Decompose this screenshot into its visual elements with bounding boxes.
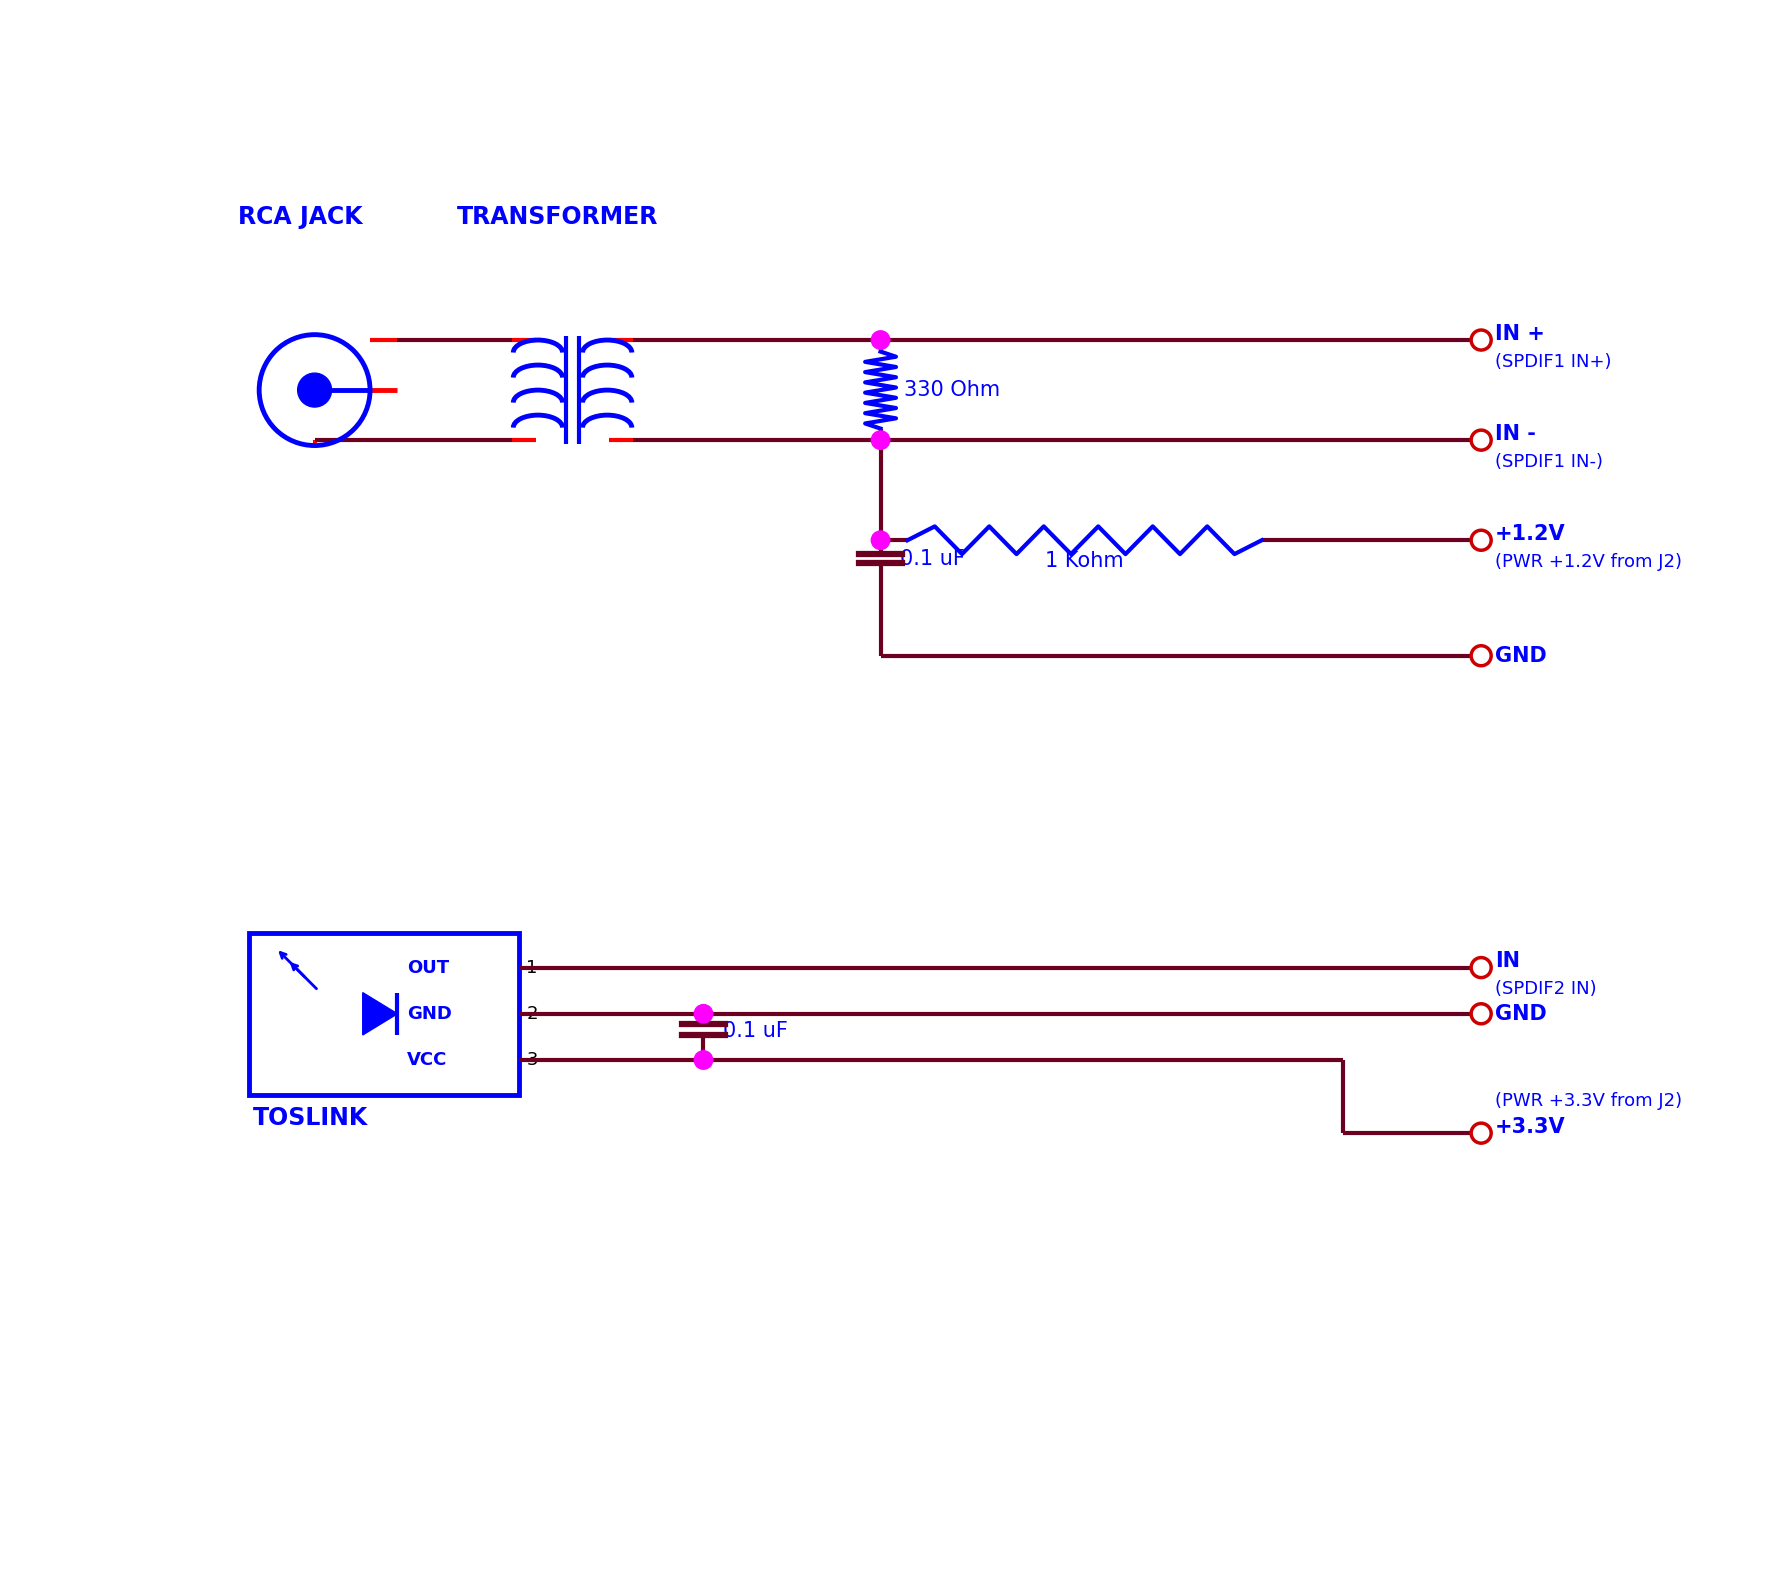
Circle shape — [871, 531, 890, 550]
Text: +3.3V: +3.3V — [1495, 1117, 1566, 1136]
Text: GND: GND — [408, 1005, 452, 1023]
Text: OUT: OUT — [408, 958, 449, 977]
Circle shape — [1472, 530, 1491, 550]
Polygon shape — [363, 993, 397, 1035]
Circle shape — [1472, 1124, 1491, 1143]
Circle shape — [695, 1004, 713, 1023]
Text: (SPDIF2 IN): (SPDIF2 IN) — [1495, 980, 1597, 998]
Text: (SPDIF1 IN-): (SPDIF1 IN-) — [1495, 452, 1603, 471]
Text: (PWR +1.2V from J2): (PWR +1.2V from J2) — [1495, 553, 1683, 571]
Text: 3: 3 — [527, 1051, 537, 1069]
Text: TOSLINK: TOSLINK — [254, 1106, 369, 1130]
Text: TRANSFORMER: TRANSFORMER — [457, 205, 658, 229]
Text: +1.2V: +1.2V — [1495, 525, 1566, 544]
Circle shape — [1472, 329, 1491, 350]
Text: IN -: IN - — [1495, 424, 1535, 444]
Text: IN: IN — [1495, 952, 1519, 971]
Text: GND: GND — [1495, 646, 1546, 665]
Text: (SPDIF1 IN+): (SPDIF1 IN+) — [1495, 353, 1612, 370]
Circle shape — [1472, 430, 1491, 451]
Text: 0.1 uF: 0.1 uF — [901, 548, 965, 569]
Circle shape — [1472, 958, 1491, 977]
Text: (PWR +3.3V from J2): (PWR +3.3V from J2) — [1495, 1092, 1683, 1110]
Text: GND: GND — [1495, 1004, 1546, 1024]
Circle shape — [298, 374, 332, 407]
Circle shape — [1472, 646, 1491, 665]
Text: RCA JACK: RCA JACK — [238, 205, 362, 229]
Text: 1: 1 — [527, 958, 537, 977]
Circle shape — [1472, 1004, 1491, 1024]
Circle shape — [871, 430, 890, 449]
Text: VCC: VCC — [408, 1051, 447, 1069]
Text: 1 Kohm: 1 Kohm — [1046, 552, 1124, 571]
Text: 2: 2 — [527, 1005, 537, 1023]
Text: IN +: IN + — [1495, 325, 1544, 344]
Text: 330 Ohm: 330 Ohm — [904, 380, 1000, 400]
Circle shape — [871, 331, 890, 350]
Text: 0.1 uF: 0.1 uF — [723, 1021, 787, 1042]
Bar — [250, 933, 519, 1095]
Circle shape — [695, 1051, 713, 1069]
